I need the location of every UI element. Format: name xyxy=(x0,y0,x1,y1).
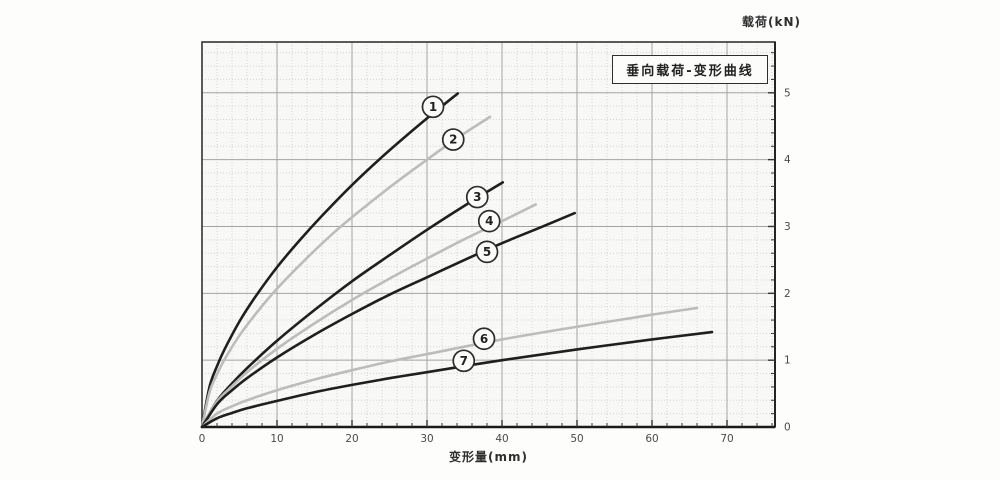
x-tick-label: 40 xyxy=(495,433,508,445)
curve-label-number: 3 xyxy=(473,190,481,204)
x-tick-label: 70 xyxy=(720,433,733,445)
x-tick-label: 10 xyxy=(270,433,283,445)
curve-7 xyxy=(200,330,714,429)
y-tick-label: 2 xyxy=(784,288,791,300)
curve-label-1: 1 xyxy=(421,95,445,119)
curve-label-circle xyxy=(421,95,445,119)
curve-label-circle xyxy=(465,185,489,209)
axis-ticks xyxy=(216,52,775,427)
curve-label-number: 1 xyxy=(429,100,437,114)
series-curves xyxy=(200,92,714,429)
y-tick-label: 3 xyxy=(784,221,791,233)
curve-label-circle xyxy=(475,240,499,264)
y-axis-title: 载荷(kN) xyxy=(742,15,801,29)
curve-label-7: 7 xyxy=(452,349,476,373)
y-tick-label: 1 xyxy=(784,355,791,367)
curve-label-3: 3 xyxy=(465,185,489,209)
y-tick-labels: 0 1 2 3 4 5 xyxy=(784,87,791,433)
curve-1 xyxy=(200,92,460,429)
curve-label-number: 2 xyxy=(449,133,457,147)
curve-label-5: 5 xyxy=(475,240,499,264)
chart-title-box: 垂向载荷-变形曲线 xyxy=(612,55,768,84)
curve-label-circle xyxy=(472,327,496,351)
curve-label-circle xyxy=(452,349,476,373)
curve-5 xyxy=(200,211,577,429)
curve-label-circle xyxy=(441,128,465,151)
x-tick-label: 20 xyxy=(345,433,358,445)
y-tick-label: 0 xyxy=(784,422,791,434)
curve-label-number: 7 xyxy=(460,354,468,368)
curve-4 xyxy=(200,203,538,429)
x-tick-label: 50 xyxy=(570,433,583,445)
x-tick-label: 60 xyxy=(645,433,658,445)
curve-label-number: 6 xyxy=(480,332,488,346)
curve-label-6: 6 xyxy=(472,327,496,351)
curve-label-circle xyxy=(477,209,501,233)
plot-area xyxy=(202,42,775,427)
chart-title-text: 垂向载荷-变形曲线 xyxy=(626,64,754,79)
x-tick-label: 30 xyxy=(420,433,433,445)
x-tick-label: 0 xyxy=(199,433,206,445)
curve-label-number: 5 xyxy=(483,245,491,259)
y-tick-label: 5 xyxy=(784,87,791,99)
x-axis-title: 变形量(mm) xyxy=(449,450,528,464)
x-tick-labels: 0 10 20 30 40 50 60 70 xyxy=(199,433,734,445)
curve-label-4: 4 xyxy=(477,209,501,233)
curve-3 xyxy=(200,181,505,429)
curve-label-2: 2 xyxy=(441,128,465,151)
curve-label-number: 4 xyxy=(485,214,493,228)
curve-2 xyxy=(200,115,492,429)
y-tick-label: 4 xyxy=(784,154,791,166)
curve-6 xyxy=(200,306,699,429)
